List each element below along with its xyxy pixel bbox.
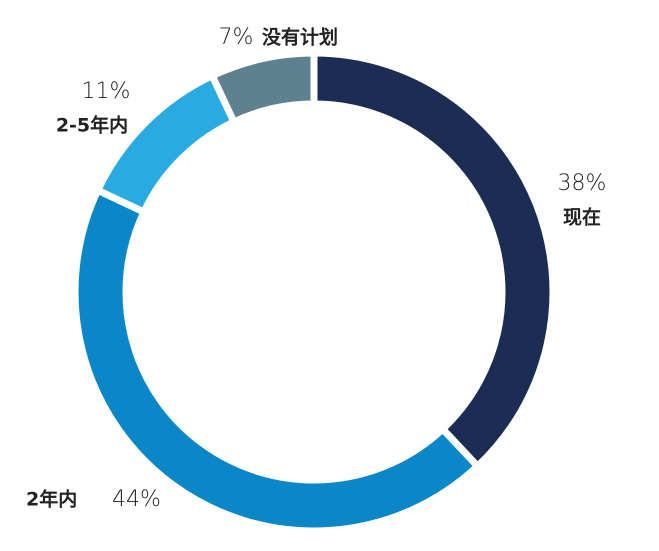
value-label: 11%	[82, 79, 131, 104]
donut-segment	[207, 49, 318, 127]
donut-segment	[71, 185, 483, 535]
donut-segment	[310, 49, 557, 472]
category-label: 2-5年内	[56, 114, 128, 137]
value-label: 44%	[112, 487, 161, 512]
value-label: 7%	[219, 25, 254, 50]
category-label: 现在	[563, 206, 601, 229]
category-label: 没有计划	[262, 26, 338, 49]
category-label: 2年内	[26, 488, 77, 511]
value-label: 38%	[558, 171, 607, 196]
